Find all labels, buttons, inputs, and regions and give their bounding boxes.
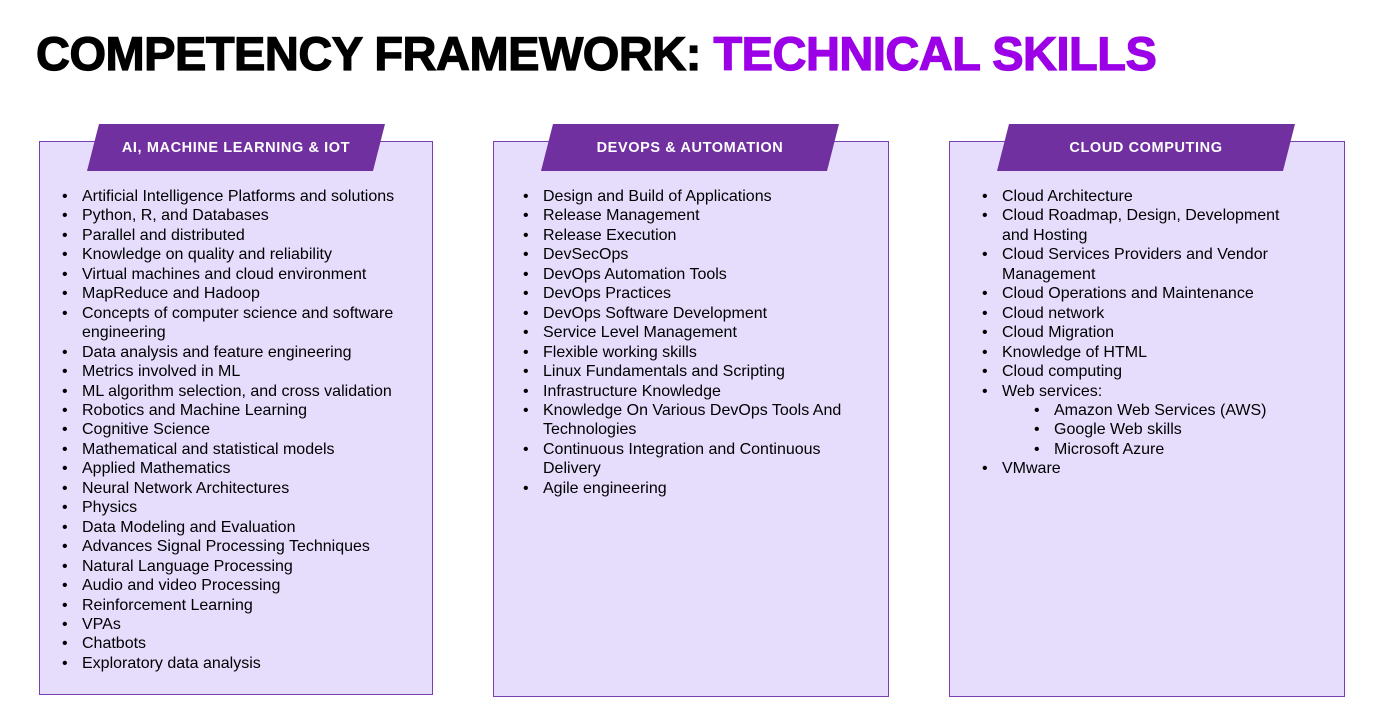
list-item: Chatbots xyxy=(62,634,422,654)
list-item: Cloud Migration xyxy=(982,323,1302,343)
list-item: Cloud Operations and Maintenance xyxy=(982,284,1302,304)
list-cloud-computing: Cloud Architecture Cloud Roadmap, Design… xyxy=(982,187,1302,479)
list-item: Cloud computing xyxy=(982,362,1302,382)
list-item: VMware xyxy=(982,459,1302,479)
list-item: Linux Fundamentals and Scripting xyxy=(523,362,878,382)
card-heading-ai-ml-iot: AI, MACHINE LEARNING & IOT xyxy=(87,124,385,171)
list-item: Reinforcement Learning xyxy=(62,596,422,616)
web-services-label: Web services: xyxy=(1002,382,1103,400)
list-devops-automation: Design and Build of Applications Release… xyxy=(523,187,878,499)
list-item: Knowledge of HTML xyxy=(982,343,1302,363)
list-item: MapReduce and Hadoop xyxy=(62,284,422,304)
list-item: DevOps Practices xyxy=(523,284,878,304)
sub-list-item: Google Web skills xyxy=(1034,420,1302,440)
list-item: Python, R, and Databases xyxy=(62,206,422,226)
list-item: Flexible working skills xyxy=(523,343,878,363)
list-item: Artificial Intelligence Platforms and so… xyxy=(62,187,422,207)
list-item: Natural Language Processing xyxy=(62,557,422,577)
list-item: Continuous Integration and Continuous De… xyxy=(523,440,843,479)
list-item: Mathematical and statistical models xyxy=(62,440,422,460)
list-item: Advances Signal Processing Techniques xyxy=(62,537,422,557)
list-item: Service Level Management xyxy=(523,323,878,343)
list-item: Knowledge on quality and reliability xyxy=(62,245,422,265)
list-item: Cloud network xyxy=(982,304,1302,324)
list-item: Concepts of computer science and softwar… xyxy=(62,304,422,343)
list-item: Virtual machines and cloud environment xyxy=(62,265,422,285)
list-item: Release Management xyxy=(523,206,878,226)
list-item: Data analysis and feature engineering xyxy=(62,343,422,363)
list-item: DevOps Software Development xyxy=(523,304,878,324)
list-ai-ml-iot: Artificial Intelligence Platforms and so… xyxy=(62,187,422,674)
sub-list-item: Microsoft Azure xyxy=(1034,440,1302,460)
list-item-web-services: Web services: Amazon Web Services (AWS) … xyxy=(982,382,1302,460)
list-item: Design and Build of Applications xyxy=(523,187,878,207)
list-item: Exploratory data analysis xyxy=(62,654,422,674)
list-item: Physics xyxy=(62,498,422,518)
list-item: VPAs xyxy=(62,615,422,635)
heading-text: DEVOPS & AUTOMATION xyxy=(596,139,784,156)
title-highlight: TECHNICAL SKILLS xyxy=(713,26,1158,80)
list-item: Metrics involved in ML xyxy=(62,362,422,382)
list-item: Parallel and distributed xyxy=(62,226,422,246)
list-item: Release Execution xyxy=(523,226,878,246)
list-item: ML algorithm selection, and cross valida… xyxy=(62,382,422,402)
list-item: Neural Network Architectures xyxy=(62,479,422,499)
list-item: Knowledge On Various DevOps Tools And Te… xyxy=(523,401,863,440)
list-item: Infrastructure Knowledge xyxy=(523,382,878,402)
list-item: Cognitive Science xyxy=(62,420,422,440)
list-item: Data Modeling and Evaluation xyxy=(62,518,422,538)
list-item: DevOps Automation Tools xyxy=(523,265,878,285)
card-heading-cloud-computing: CLOUD COMPUTING xyxy=(997,124,1295,171)
list-item: Audio and video Processing xyxy=(62,576,422,596)
list-item: Cloud Architecture xyxy=(982,187,1302,207)
sub-list-item: Amazon Web Services (AWS) xyxy=(1034,401,1302,421)
list-item: Cloud Services Providers and Vendor Mana… xyxy=(982,245,1287,284)
list-item: Cloud Roadmap, Design, Development and H… xyxy=(982,206,1292,245)
page-title: COMPETENCY FRAMEWORK: TECHNICAL SKILLS xyxy=(35,22,1158,86)
list-item: Robotics and Machine Learning xyxy=(62,401,422,421)
list-item: Agile engineering xyxy=(523,479,878,499)
heading-text: CLOUD COMPUTING xyxy=(1069,139,1223,156)
list-item: Applied Mathematics xyxy=(62,459,422,479)
web-services-sublist: Amazon Web Services (AWS) Google Web ski… xyxy=(1002,401,1302,460)
card-heading-devops-automation: DEVOPS & AUTOMATION xyxy=(541,124,839,171)
title-prefix: COMPETENCY FRAMEWORK: xyxy=(35,26,714,80)
list-item: DevSecOps xyxy=(523,245,878,265)
heading-text: AI, MACHINE LEARNING & IOT xyxy=(121,139,351,156)
